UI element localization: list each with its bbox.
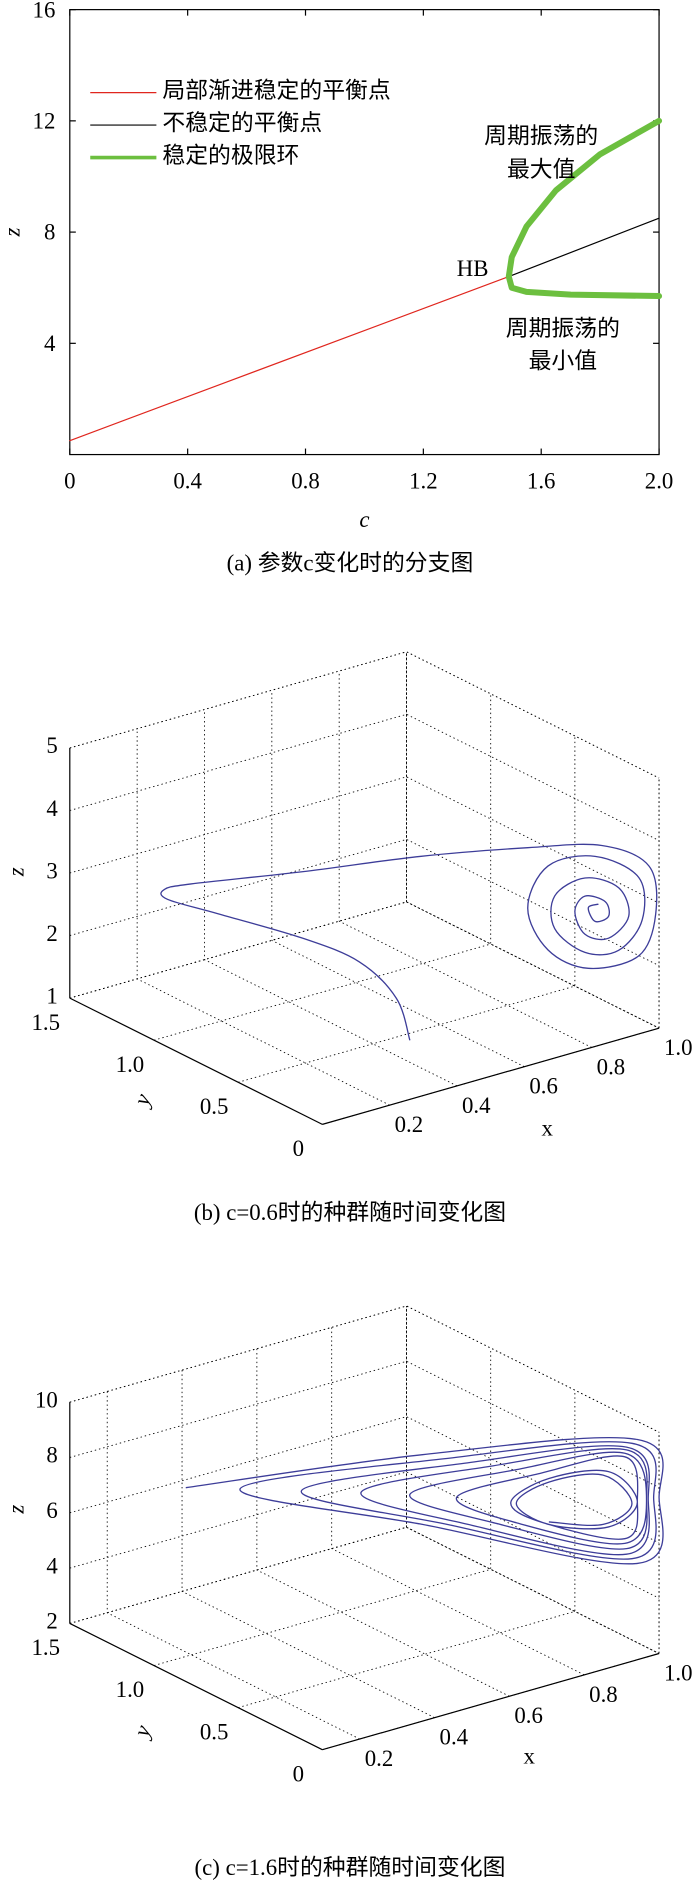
x-tick-label: 0.4 xyxy=(440,1725,469,1750)
caption: (c) c=1.6时的种群随时间变化图 xyxy=(195,1855,506,1880)
x-tick-label: 0.2 xyxy=(365,1746,394,1771)
y-tick-label: 12 xyxy=(33,108,56,133)
x-tick-label: 0.2 xyxy=(395,1112,424,1137)
x-tick-label: 0 xyxy=(64,469,75,494)
y-tick-label: 0.5 xyxy=(200,1094,229,1119)
grid-line xyxy=(69,776,660,904)
annotation: 最小值 xyxy=(529,348,597,373)
z-tick-label: 2 xyxy=(46,921,57,946)
y-tick-label: 1.5 xyxy=(31,1010,60,1035)
y-tick-label: 1.5 xyxy=(31,1635,60,1660)
series-line xyxy=(69,275,510,442)
z-axis-label: z xyxy=(3,1505,28,1515)
y-tick-label: 1.0 xyxy=(116,1677,145,1702)
z-tick-label: 4 xyxy=(46,796,58,821)
legend-label: 局部渐进稳定的平衡点 xyxy=(162,78,390,103)
caption: (a) 参数c变化时的分支图 xyxy=(227,550,474,575)
z-axis-label: z xyxy=(3,867,28,877)
x-axis-label: c xyxy=(359,507,369,532)
y-tick-label: 0 xyxy=(293,1761,304,1786)
z-tick-label: 3 xyxy=(46,858,57,883)
grid-line xyxy=(331,1327,585,1676)
series-line xyxy=(508,217,660,278)
y-tick-label: 0 xyxy=(293,1136,304,1161)
grid-line xyxy=(136,728,390,1106)
grid-line xyxy=(238,1390,576,1709)
grid-line xyxy=(181,1370,435,1719)
z-tick-label: 10 xyxy=(35,1387,58,1412)
y-axis-label: y xyxy=(128,1090,156,1111)
x-tick-label: 1.0 xyxy=(664,1035,693,1060)
grid-line xyxy=(338,671,592,1048)
grid-line xyxy=(271,690,525,1068)
y-tick-label: 8 xyxy=(44,220,55,245)
box-edge xyxy=(69,1305,660,1433)
trajectory xyxy=(185,1436,664,1565)
x-tick-label: 1.6 xyxy=(527,469,556,494)
annotation: 周期振荡的 xyxy=(484,124,598,149)
x-tick-label: 1.2 xyxy=(409,469,438,494)
y-tick-label: 0.5 xyxy=(200,1719,229,1744)
grid-line xyxy=(406,1305,660,1654)
x-tick-label: 0.8 xyxy=(597,1054,626,1079)
z-tick-label: 8 xyxy=(46,1443,57,1468)
z-tick-label: 2 xyxy=(46,1609,57,1634)
series-line xyxy=(505,117,663,300)
grid-line xyxy=(69,713,660,841)
axis-line xyxy=(69,997,323,1125)
y-axis-label: z xyxy=(0,228,25,238)
box-edge xyxy=(69,651,660,779)
z-tick-label: 5 xyxy=(46,733,57,758)
grid-line xyxy=(69,651,660,779)
x-tick-label: 0.4 xyxy=(462,1093,491,1118)
x-tick-label: 0.8 xyxy=(589,1682,618,1707)
grid-line xyxy=(69,1526,660,1654)
grid-line xyxy=(106,1391,360,1740)
caption: (b) c=0.6时的种群随时间变化图 xyxy=(194,1200,506,1225)
axis-line xyxy=(322,1027,660,1125)
y-axis-label: y xyxy=(128,1721,156,1742)
annotation: HB xyxy=(457,256,489,281)
y-tick-label: 16 xyxy=(33,0,56,22)
z-tick-label: 6 xyxy=(46,1498,57,1523)
x-tick-label: 0.6 xyxy=(514,1703,543,1728)
grid-line xyxy=(69,838,660,967)
legend-label: 不稳定的平衡点 xyxy=(162,110,322,135)
grid-line xyxy=(69,1360,660,1488)
y-tick-label: 4 xyxy=(44,331,56,356)
annotation: 周期振荡的 xyxy=(506,316,620,341)
grid-line xyxy=(204,709,458,1087)
x-tick-label: 2.0 xyxy=(645,469,674,494)
z-tick-label: 1 xyxy=(46,983,57,1008)
x-axis-label: x xyxy=(542,1116,554,1141)
plot-frame xyxy=(69,9,660,456)
grid-line xyxy=(153,1348,492,1666)
grid-line xyxy=(256,1348,510,1697)
grid-line xyxy=(69,1305,407,1624)
annotation: 最大值 xyxy=(507,157,575,182)
box-edge xyxy=(69,1526,660,1654)
axis-line xyxy=(69,1622,323,1751)
x-tick-label: 0.4 xyxy=(173,469,202,494)
legend-label: 稳定的极限环 xyxy=(162,143,299,168)
z-tick-label: 4 xyxy=(46,1553,58,1578)
x-tick-label: 1.0 xyxy=(664,1660,693,1685)
grid-line xyxy=(406,651,660,1029)
y-tick-label: 1.0 xyxy=(116,1052,145,1077)
x-tick-label: 0.6 xyxy=(529,1074,558,1099)
x-tick-label: 0.8 xyxy=(291,469,320,494)
trajectory xyxy=(160,843,658,1041)
grid-line xyxy=(153,693,492,1041)
grid-line xyxy=(69,1305,660,1433)
x-axis-label: x xyxy=(523,1743,535,1768)
axis-line xyxy=(322,1652,660,1751)
grid-line xyxy=(69,651,407,999)
grid-line xyxy=(69,1471,660,1599)
